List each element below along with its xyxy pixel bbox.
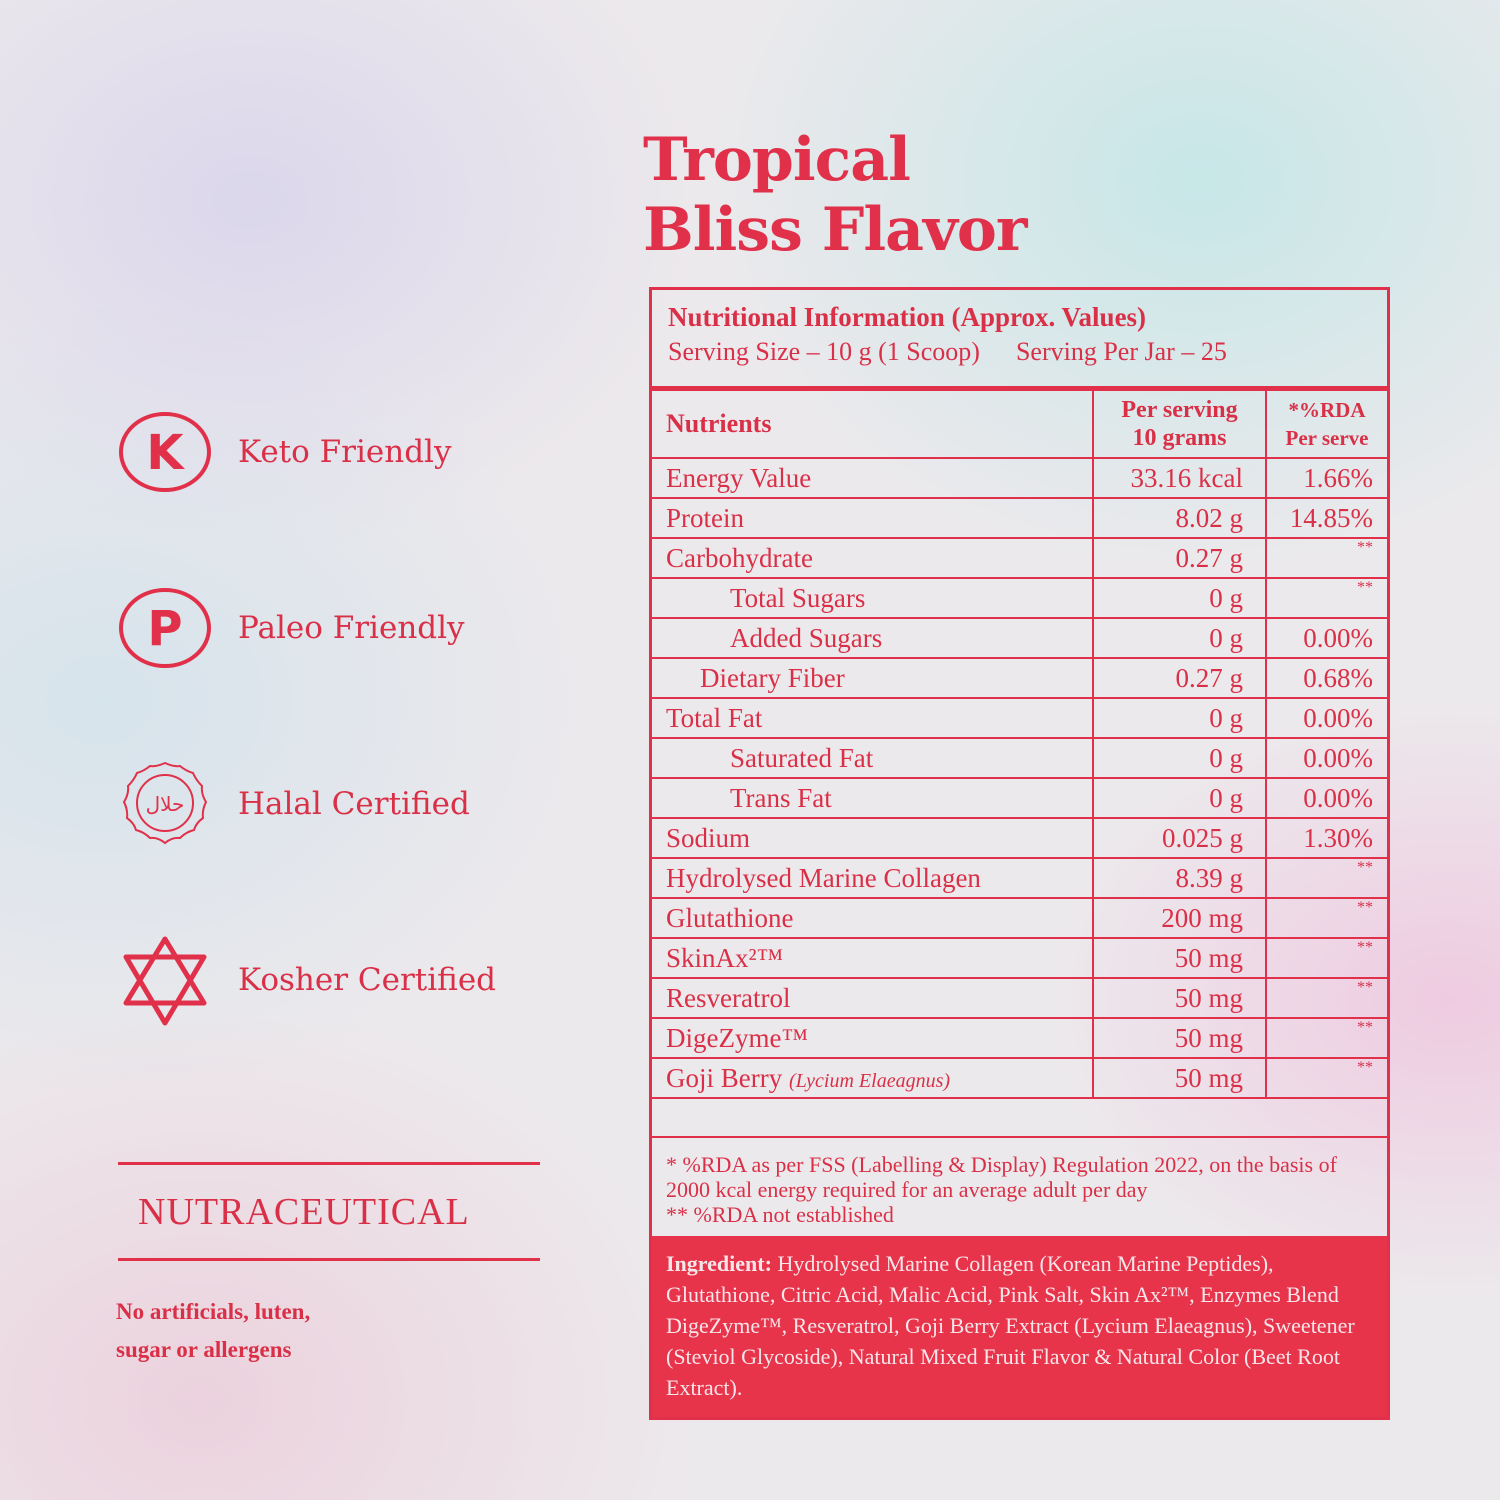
nutrient-name: Hydrolysed Marine Collagen <box>652 857 1094 899</box>
nutrition-panel: Nutritional Information (Approx. Values)… <box>649 287 1390 1420</box>
nutrient-name: Glutathione <box>652 897 1094 939</box>
divider <box>118 1162 540 1165</box>
nutrient-rda: 0.00% <box>1265 777 1387 819</box>
nutrient-value: 33.16 kcal <box>1092 457 1267 499</box>
table-row: SkinAx²™ 50 mg ** <box>652 937 1387 979</box>
servings-per-jar: Serving Per Jar – 25 <box>1015 337 1227 366</box>
svg-text:K: K <box>146 425 185 481</box>
nutrient-rda: 1.30% <box>1265 817 1387 859</box>
serving-size: Serving Size – 10 g (1 Scoop) <box>668 337 980 366</box>
nutrient-value: 50 mg <box>1092 937 1267 979</box>
nutrient-value: 0.27 g <box>1092 537 1267 579</box>
badge-halal: حلال Halal Certified <box>118 757 538 851</box>
nutrient-rda: 1.66% <box>1265 457 1387 499</box>
nutrient-rda: ** <box>1265 937 1387 979</box>
nutrition-header: Nutritional Information (Approx. Values)… <box>652 290 1387 389</box>
table-row: Saturated Fat 0 g 0.00% <box>652 737 1387 779</box>
footnotes: * %RDA as per FSS (Labelling & Display) … <box>652 1136 1387 1236</box>
badge-kosher: Kosher Certified <box>118 933 538 1027</box>
keto-k-circle-icon: K <box>119 412 211 492</box>
nutrient-name: Resveratrol <box>652 977 1094 1019</box>
nutrient-name: DigeZyme™ <box>652 1017 1094 1059</box>
nutrient-name: Total Sugars <box>652 577 1094 619</box>
divider <box>118 1258 540 1261</box>
nutrient-name: Protein <box>652 497 1094 539</box>
svg-text:حلال: حلال <box>146 792 185 816</box>
nutrient-name: Saturated Fat <box>652 737 1094 779</box>
table-row: Hydrolysed Marine Collagen 8.39 g ** <box>652 857 1387 899</box>
nutrient-value: 0.025 g <box>1092 817 1267 859</box>
nutrient-rda: 0.00% <box>1265 737 1387 779</box>
nutrition-table: Nutrients Per serving 10 grams *%RDA Per s… <box>652 389 1387 1099</box>
paleo-p-circle-icon: P <box>119 588 211 668</box>
badge-keto: K Keto Friendly <box>118 405 538 499</box>
nutrient-rda: 0.00% <box>1265 617 1387 659</box>
table-row: Trans Fat 0 g 0.00% <box>652 777 1387 819</box>
nutrient-name: SkinAx²™ <box>652 937 1094 979</box>
table-row: DigeZyme™ 50 mg ** <box>652 1017 1387 1059</box>
halal-seal-icon: حلال <box>122 761 208 845</box>
table-row: Total Sugars 0 g ** <box>652 577 1387 619</box>
nutrient-value: 0 g <box>1092 737 1267 779</box>
table-row: Resveratrol 50 mg ** <box>652 977 1387 1019</box>
table-row: Protein 8.02 g 14.85% <box>652 497 1387 539</box>
nutrient-rda: ** <box>1265 977 1387 1019</box>
table-row: Dietary Fiber 0.27 g 0.68% <box>652 657 1387 699</box>
table-row: Glutathione 200 mg ** <box>652 897 1387 939</box>
nutrient-name: Trans Fat <box>652 777 1094 819</box>
nutrient-value: 0 g <box>1092 777 1267 819</box>
nutrient-name: Dietary Fiber <box>652 657 1094 699</box>
claim-text: No artificials, luten, sugar or allergen… <box>116 1299 311 1362</box>
svg-text:P: P <box>147 601 182 657</box>
product-title: Tropical Bliss Flavor <box>643 125 1028 265</box>
col-rda: *%RDA Per serve <box>1265 389 1387 459</box>
nutrient-name: Goji Berry (Lycium Elaeagnus) <box>652 1057 1094 1099</box>
nutrient-name: Sodium <box>652 817 1094 859</box>
nutrient-value: 0 g <box>1092 617 1267 659</box>
star-of-david-icon <box>123 936 207 1026</box>
table-row: Energy Value 33.16 kcal 1.66% <box>652 457 1387 499</box>
nutrient-value: 200 mg <box>1092 897 1267 939</box>
nutrient-rda: 0.68% <box>1265 657 1387 699</box>
nutrient-value: 50 mg <box>1092 977 1267 1019</box>
nutrient-name: Total Fat <box>652 697 1094 739</box>
table-row: Goji Berry (Lycium Elaeagnus) 50 mg ** <box>652 1057 1387 1099</box>
table-row: Total Fat 0 g 0.00% <box>652 697 1387 739</box>
nutrient-value: 0 g <box>1092 697 1267 739</box>
nutrient-rda: ** <box>1265 537 1387 579</box>
nutrient-value: 8.02 g <box>1092 497 1267 539</box>
category-label: NUTRACEUTICAL <box>138 1191 470 1233</box>
nutrient-value: 50 mg <box>1092 1057 1267 1099</box>
nutrient-value: 8.39 g <box>1092 857 1267 899</box>
nutrient-name: Energy Value <box>652 457 1094 499</box>
nutrient-rda: ** <box>1265 857 1387 899</box>
table-row: Carbohydrate 0.27 g ** <box>652 537 1387 579</box>
table-row: Sodium 0.025 g 1.30% <box>652 817 1387 859</box>
nutrient-rda: ** <box>1265 577 1387 619</box>
nutrient-rda: 0.00% <box>1265 697 1387 739</box>
nutrient-rda: ** <box>1265 1057 1387 1099</box>
col-per-serving: Per serving 10 grams <box>1092 389 1267 459</box>
nutrient-rda: 14.85% <box>1265 497 1387 539</box>
nutrient-name: Carbohydrate <box>652 537 1094 579</box>
ingredients: Ingredient: Hydrolysed Marine Collagen (… <box>652 1236 1387 1417</box>
nutrient-value: 0.27 g <box>1092 657 1267 699</box>
nutrient-value: 50 mg <box>1092 1017 1267 1059</box>
badge-paleo: P Paleo Friendly <box>118 581 538 675</box>
nutrient-value: 0 g <box>1092 577 1267 619</box>
table-row: Added Sugars 0 g 0.00% <box>652 617 1387 659</box>
nutrient-rda: ** <box>1265 897 1387 939</box>
col-nutrients: Nutrients <box>652 389 1094 459</box>
nutrient-rda: ** <box>1265 1017 1387 1059</box>
nutrient-name: Added Sugars <box>652 617 1094 659</box>
